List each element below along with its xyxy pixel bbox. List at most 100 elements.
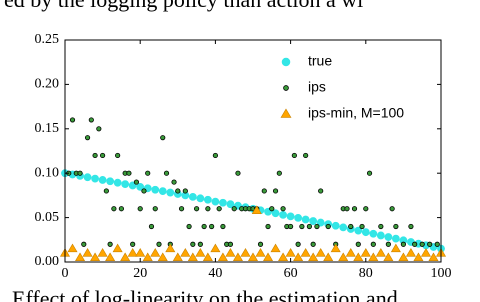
triangle-marker <box>127 248 138 257</box>
dot-marker <box>306 223 312 230</box>
dot-marker <box>69 117 76 123</box>
circle-marker <box>384 233 393 241</box>
triangle-marker <box>360 248 371 257</box>
dot-marker <box>295 241 301 247</box>
dot-marker <box>351 206 358 212</box>
triangle-marker <box>263 252 274 262</box>
dot-marker <box>96 126 102 132</box>
dot-marker <box>280 206 286 212</box>
triangle-marker <box>338 252 349 262</box>
dot-marker <box>107 241 113 247</box>
dot-marker <box>378 223 384 230</box>
y-tick-label: 0.10 <box>35 165 60 180</box>
circle-marker <box>294 213 303 222</box>
triangle-marker <box>142 252 153 262</box>
dot-marker <box>190 241 196 247</box>
dot-marker <box>209 223 215 230</box>
triangle-marker <box>353 252 364 262</box>
dot-marker <box>283 85 289 91</box>
triangle-marker <box>285 248 296 257</box>
dot-marker <box>175 188 181 194</box>
dot-marker <box>261 188 267 194</box>
x-tick-label: 40 <box>208 266 222 281</box>
plot-frame <box>64 39 442 263</box>
circle-marker <box>279 210 287 219</box>
circle-marker <box>113 178 122 187</box>
y-tick-label: 0.05 <box>35 210 60 225</box>
triangle-marker <box>232 252 243 262</box>
triangle-marker <box>172 252 183 262</box>
circle-marker <box>151 185 160 194</box>
circle-marker <box>281 57 291 67</box>
triangle-marker <box>247 252 259 262</box>
triangle-marker <box>150 248 161 257</box>
dot-marker <box>152 206 158 212</box>
circle-marker <box>188 193 197 201</box>
dot-marker <box>145 170 151 176</box>
triangle-marker <box>97 248 108 257</box>
triangle-marker <box>120 252 131 262</box>
circle-marker <box>316 218 325 227</box>
triangle-marker <box>270 243 281 253</box>
header-text: ed by the logging policy than action a w… <box>4 0 363 12</box>
dot-marker <box>400 241 406 247</box>
dot-marker <box>235 170 241 176</box>
triangle-marker <box>135 248 146 257</box>
circle-marker <box>286 212 295 221</box>
dot-marker <box>205 206 211 212</box>
x-tick-label: 100 <box>431 266 452 281</box>
dot-marker <box>269 206 275 212</box>
triangle-marker <box>225 248 236 257</box>
legend-label: ips <box>308 79 326 95</box>
x-tick-label: 80 <box>359 266 373 281</box>
dot-marker <box>363 206 369 212</box>
triangle-marker <box>300 248 311 257</box>
circle-marker <box>83 173 92 182</box>
triangle-marker <box>280 108 292 118</box>
dot-marker <box>393 223 399 230</box>
circle-marker <box>271 209 280 218</box>
dot-marker <box>118 206 125 212</box>
triangle-marker <box>345 248 356 257</box>
dot-marker <box>163 170 170 176</box>
triangle-marker <box>413 252 424 262</box>
dot-marker <box>303 152 309 159</box>
dot-marker <box>419 241 425 247</box>
dot-marker <box>231 206 237 212</box>
dot-marker <box>115 152 121 159</box>
triangle-marker <box>255 248 266 257</box>
triangle-marker <box>405 248 416 257</box>
dot-marker <box>88 117 94 123</box>
dot-marker <box>318 188 324 194</box>
circle-marker <box>226 200 235 209</box>
triangle-marker <box>187 252 198 262</box>
triangle-marker <box>315 248 326 257</box>
circle-marker <box>136 182 145 191</box>
triangle-marker <box>202 252 213 262</box>
circle-marker <box>211 197 220 206</box>
legend-label: ips-min, M=100 <box>308 105 404 121</box>
dot-marker <box>133 179 140 185</box>
triangle-marker <box>240 248 251 257</box>
triangle-marker <box>217 252 228 262</box>
dot-marker <box>344 206 350 212</box>
x-tick-label: 60 <box>284 266 298 281</box>
dot-marker <box>257 241 264 247</box>
dot-marker <box>314 223 320 230</box>
dot-marker <box>197 241 203 247</box>
circle-marker <box>354 226 363 235</box>
dot-marker <box>194 206 200 212</box>
dot-marker <box>81 241 87 247</box>
dot-marker <box>178 206 185 212</box>
circle-marker <box>158 187 167 196</box>
legend-label: true <box>308 53 332 69</box>
triangle-marker <box>308 252 319 262</box>
circle-marker <box>98 176 107 184</box>
dot-marker <box>389 206 395 212</box>
circle-marker <box>376 231 385 240</box>
triangle-marker <box>375 248 386 257</box>
triangle-marker <box>330 243 341 253</box>
dot-marker <box>201 223 207 230</box>
triangle-marker <box>67 243 78 253</box>
dot-marker <box>103 188 109 194</box>
